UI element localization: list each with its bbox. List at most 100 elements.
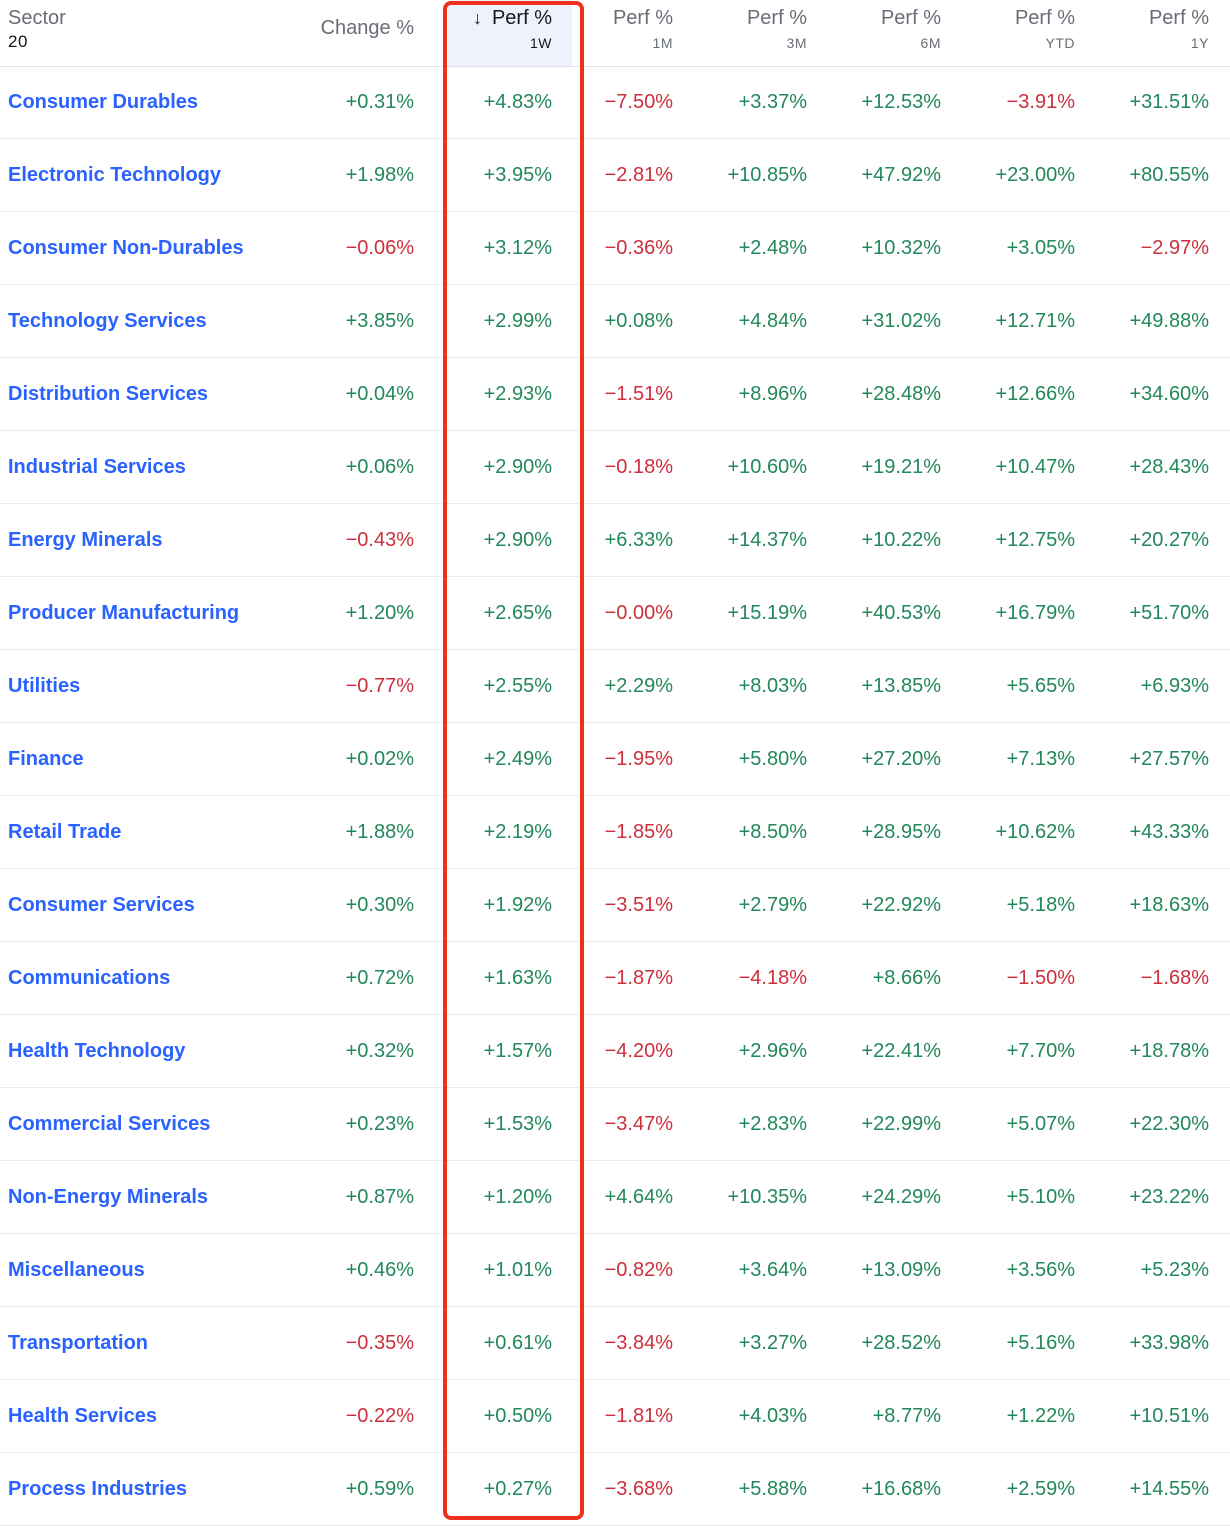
cell-perf-6m: +13.09% bbox=[861, 1259, 941, 1281]
cell-perf-1w: +2.49% bbox=[483, 748, 552, 770]
cell-perf-1w: +1.53% bbox=[483, 1113, 552, 1135]
sector-link[interactable]: Commercial Services bbox=[8, 1113, 211, 1135]
cell-perf-ytd: +5.18% bbox=[1006, 894, 1075, 916]
header-perf-6m[interactable]: Perf % 6M bbox=[834, 0, 941, 66]
sector-link[interactable]: Health Services bbox=[8, 1405, 157, 1427]
table-row: Technology Services +3.85% +2.99% +0.08% +4.… bbox=[0, 285, 1230, 358]
cell-perf-6m: +12.53% bbox=[861, 91, 941, 113]
sector-link[interactable]: Distribution Services bbox=[8, 383, 209, 405]
cell-perf-1y: +43.33% bbox=[1129, 821, 1209, 843]
cell-perf-6m: +13.85% bbox=[861, 675, 941, 697]
sector-link[interactable]: Consumer Services bbox=[8, 894, 195, 916]
header-perf-3m[interactable]: Perf % 3M bbox=[700, 0, 807, 66]
cell-perf-1w: +2.99% bbox=[483, 310, 552, 332]
cell-perf-ytd: +5.65% bbox=[1006, 675, 1075, 697]
cell-perf-1y: +51.70% bbox=[1129, 602, 1209, 624]
sector-link[interactable]: Transportation bbox=[8, 1332, 149, 1354]
cell-perf-1w: +2.90% bbox=[483, 529, 552, 551]
cell-perf-3m: +3.64% bbox=[738, 1259, 807, 1281]
cell-perf-ytd: +12.71% bbox=[995, 310, 1075, 332]
cell-perf-6m: +28.95% bbox=[861, 821, 941, 843]
cell-perf-1w: +2.90% bbox=[483, 456, 552, 478]
cell-perf-1m: −3.47% bbox=[604, 1113, 673, 1135]
cell-perf-1y: +6.93% bbox=[1140, 675, 1209, 697]
cell-perf-1m: −4.20% bbox=[604, 1040, 673, 1062]
sector-link[interactable]: Energy Minerals bbox=[8, 529, 163, 551]
cell-perf-6m: +10.22% bbox=[861, 529, 941, 551]
cell-change: +0.87% bbox=[345, 1186, 414, 1208]
cell-perf-3m: +8.50% bbox=[738, 821, 807, 843]
cell-perf-1m: −1.85% bbox=[604, 821, 673, 843]
cell-perf-6m: +40.53% bbox=[861, 602, 941, 624]
cell-perf-1w: +3.12% bbox=[483, 237, 552, 259]
header-change[interactable]: Change % bbox=[300, 0, 414, 66]
cell-perf-1y: +14.55% bbox=[1129, 1478, 1209, 1500]
header-sector[interactable]: Sector 20 bbox=[0, 0, 280, 66]
header-perf-ytd-label: Perf % bbox=[1014, 7, 1075, 29]
cell-perf-3m: +4.84% bbox=[738, 310, 807, 332]
table-body: Consumer Durables +0.31% +4.83% −7.50% +3.37… bbox=[0, 66, 1230, 1526]
cell-perf-6m: +22.99% bbox=[861, 1113, 941, 1135]
sector-link[interactable]: Producer Manufacturing bbox=[8, 602, 240, 624]
header-perf-1y-label: Perf % bbox=[1148, 7, 1209, 29]
sector-link[interactable]: Consumer Non-Durables bbox=[8, 237, 244, 259]
header-perf-ytd[interactable]: Perf % YTD bbox=[968, 0, 1075, 66]
cell-perf-1y: +27.57% bbox=[1129, 748, 1209, 770]
cell-perf-1w: +0.61% bbox=[483, 1332, 552, 1354]
cell-change: −0.43% bbox=[345, 529, 414, 551]
cell-perf-6m: +19.21% bbox=[861, 456, 941, 478]
sector-link[interactable]: Communications bbox=[8, 967, 171, 989]
cell-perf-1m: +2.29% bbox=[604, 675, 673, 697]
sector-link[interactable]: Health Technology bbox=[8, 1040, 186, 1062]
cell-perf-1m: +0.08% bbox=[604, 310, 673, 332]
cell-perf-6m: +47.92% bbox=[861, 164, 941, 186]
cell-perf-1m: −1.51% bbox=[604, 383, 673, 405]
header-perf-6m-label: Perf % bbox=[880, 7, 941, 29]
cell-change: +1.88% bbox=[345, 821, 414, 843]
sector-link[interactable]: Industrial Services bbox=[8, 456, 186, 478]
cell-perf-1m: −0.00% bbox=[604, 602, 673, 624]
table-row: Electronic Technology +1.98% +3.95% −2.81% +… bbox=[0, 139, 1230, 212]
cell-perf-1y: +80.55% bbox=[1129, 164, 1209, 186]
cell-perf-1y: +10.51% bbox=[1129, 1405, 1209, 1427]
sector-link[interactable]: Process Industries bbox=[8, 1478, 187, 1500]
cell-change: +0.72% bbox=[345, 967, 414, 989]
sector-link[interactable]: Finance bbox=[8, 748, 84, 770]
cell-perf-1y: +34.60% bbox=[1129, 383, 1209, 405]
sector-link[interactable]: Non-Energy Minerals bbox=[8, 1186, 209, 1208]
cell-perf-6m: +27.20% bbox=[861, 748, 941, 770]
sector-link[interactable]: Utilities bbox=[8, 675, 81, 697]
sector-link[interactable]: Electronic Technology bbox=[8, 164, 221, 186]
cell-change: +1.98% bbox=[345, 164, 414, 186]
cell-perf-1w: +2.93% bbox=[483, 383, 552, 405]
cell-perf-1m: +4.64% bbox=[604, 1186, 673, 1208]
table-row: Retail Trade +1.88% +2.19% −1.85% +8.50% +28.… bbox=[0, 796, 1230, 869]
cell-perf-1w: +1.20% bbox=[483, 1186, 552, 1208]
cell-perf-6m: +16.68% bbox=[861, 1478, 941, 1500]
table-row: Industrial Services +0.06% +2.90% −0.18% +10… bbox=[0, 431, 1230, 504]
cell-change: +0.46% bbox=[345, 1259, 414, 1281]
header-perf-1w[interactable]: ↓ Perf % 1W bbox=[448, 0, 572, 66]
cell-perf-3m: +8.96% bbox=[738, 383, 807, 405]
cell-perf-1w: +0.50% bbox=[483, 1405, 552, 1427]
sector-link[interactable]: Consumer Durables bbox=[8, 91, 199, 113]
header-perf-1w-sub: 1W bbox=[530, 35, 552, 51]
cell-change: +0.04% bbox=[345, 383, 414, 405]
header-perf-1m-sub: 1M bbox=[652, 35, 673, 51]
table-row: Process Industries +0.59% +0.27% −3.68% +5.8… bbox=[0, 1453, 1230, 1526]
header-perf-1m[interactable]: Perf % 1M bbox=[590, 0, 673, 66]
cell-perf-6m: +31.02% bbox=[861, 310, 941, 332]
cell-perf-6m: +28.52% bbox=[861, 1332, 941, 1354]
sector-link[interactable]: Miscellaneous bbox=[8, 1259, 145, 1281]
cell-perf-1m: −3.51% bbox=[604, 894, 673, 916]
cell-perf-1m: −3.68% bbox=[604, 1478, 673, 1500]
cell-perf-3m: +3.27% bbox=[738, 1332, 807, 1354]
cell-perf-3m: +15.19% bbox=[727, 602, 807, 624]
header-perf-1y[interactable]: Perf % 1Y bbox=[1102, 0, 1209, 66]
cell-perf-6m: +8.66% bbox=[872, 967, 941, 989]
cell-perf-ytd: −1.50% bbox=[1006, 967, 1075, 989]
cell-change: −0.06% bbox=[345, 237, 414, 259]
sector-link[interactable]: Retail Trade bbox=[8, 821, 122, 843]
sector-link[interactable]: Technology Services bbox=[8, 310, 207, 332]
